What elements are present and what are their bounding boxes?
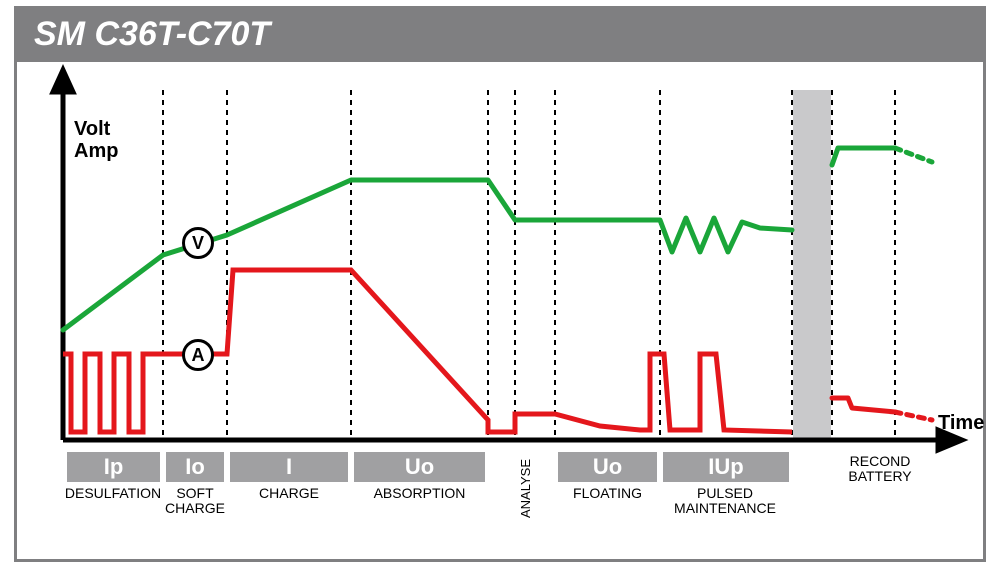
phase-box-ip: Ip: [67, 452, 160, 482]
phase-box-i: I: [230, 452, 348, 482]
phase-code: IUp: [708, 454, 743, 480]
voltage-marker: V: [182, 227, 214, 259]
current-tail-dash: [895, 412, 932, 420]
phase-label-recond: RECOND BATTERY: [830, 454, 930, 483]
phase-label-softcharge: SOFT CHARGE: [160, 486, 230, 515]
current-tail: [832, 398, 895, 412]
current-marker-label: A: [192, 345, 205, 366]
analyse-label: ANALYSE: [518, 450, 533, 526]
voltage-tail: [832, 148, 895, 165]
y-axis-label-amp: Amp: [74, 140, 118, 162]
gap-band: [793, 90, 831, 440]
x-axis-label: Time: [938, 412, 984, 435]
phase-code: Uo: [593, 454, 622, 480]
phase-label-desulfation: DESULFATION: [58, 486, 168, 501]
phase-code: I: [286, 454, 292, 480]
phase-code: Uo: [405, 454, 434, 480]
phase-dividers: [163, 90, 895, 440]
phase-code: Ip: [104, 454, 124, 480]
phase-box-uo1: Uo: [354, 452, 485, 482]
y-axis-label: Volt Amp: [74, 118, 118, 162]
phase-label-floating: FLOATING: [558, 486, 657, 501]
voltage-curve: [63, 180, 792, 330]
phase-box-uo2: Uo: [558, 452, 657, 482]
phase-label-charge: CHARGE: [230, 486, 348, 501]
phase-box-io: Io: [166, 452, 224, 482]
y-axis-label-volt: Volt: [74, 118, 110, 140]
voltage-tail-dash: [895, 148, 932, 162]
analyse-text: ANALYSE: [518, 459, 533, 518]
current-curve: [63, 270, 792, 432]
phase-label-pulsed: PULSED MAINTENANCE: [650, 486, 800, 515]
phase-label-absorption: ABSORPTION: [354, 486, 485, 501]
phase-box-iup: IUp: [663, 452, 789, 482]
x-axis-label-text: Time: [938, 412, 984, 434]
phase-code: Io: [185, 454, 205, 480]
voltage-marker-label: V: [192, 233, 204, 254]
current-marker: A: [182, 339, 214, 371]
